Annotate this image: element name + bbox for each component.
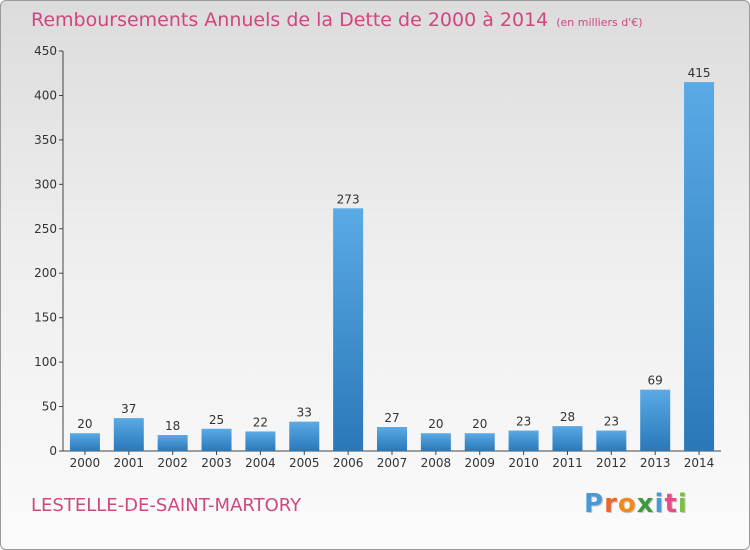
- bar-value-label: 415: [688, 66, 711, 80]
- x-tick-label: 2002: [157, 456, 188, 470]
- x-tick-label: 2008: [421, 456, 452, 470]
- x-tick-label: 2000: [70, 456, 101, 470]
- bar: [113, 418, 144, 451]
- bar: [377, 427, 407, 451]
- bar-value-label: 273: [337, 192, 360, 206]
- y-tick-label: 0: [49, 444, 57, 458]
- x-tick-label: 2001: [114, 456, 145, 470]
- logo-letter: o: [617, 489, 637, 519]
- bar-value-label: 23: [604, 415, 619, 429]
- bar-value-label: 33: [297, 406, 312, 420]
- title-unit: (en milliers d'€): [556, 16, 643, 29]
- bar: [684, 82, 715, 451]
- bar-value-label: 20: [77, 417, 92, 431]
- y-tick-label: 450: [34, 44, 57, 58]
- logo-letter: r: [604, 489, 618, 519]
- y-tick-label: 250: [34, 222, 57, 236]
- bar-value-label: 69: [648, 374, 663, 388]
- commune-name: LESTELLE-DE-SAINT-MARTORY: [31, 495, 302, 516]
- bar-value-label: 20: [428, 417, 443, 431]
- x-tick-label: 2012: [596, 456, 627, 470]
- bar: [508, 430, 539, 451]
- bar: [289, 421, 320, 451]
- y-tick-label: 100: [34, 355, 57, 369]
- x-tick-label: 2003: [201, 456, 232, 470]
- bar-value-label: 28: [560, 410, 575, 424]
- bar-value-label: 22: [253, 415, 268, 429]
- x-tick-label: 2014: [684, 456, 715, 470]
- logo-letter: i: [654, 489, 665, 519]
- y-tick-label: 400: [34, 88, 57, 102]
- x-tick-label: 2005: [289, 456, 320, 470]
- bar: [596, 430, 627, 451]
- proxiti-logo: Proxiti: [584, 489, 688, 519]
- chart-title: Remboursements Annuels de la Dette de 20…: [31, 9, 643, 31]
- bar: [245, 431, 276, 451]
- y-tick-label: 350: [34, 133, 57, 147]
- x-tick-label: 2004: [245, 456, 276, 470]
- bar: [464, 433, 495, 451]
- x-tick-label: 2010: [508, 456, 539, 470]
- x-tick-label: 2013: [640, 456, 671, 470]
- bar-value-label: 37: [121, 402, 136, 416]
- bar: [333, 208, 364, 451]
- title-text: Remboursements Annuels de la Dette de 20…: [31, 9, 549, 31]
- logo-letter: t: [664, 489, 678, 519]
- logo-letter: x: [636, 489, 655, 519]
- logo-letter: i: [677, 489, 688, 519]
- y-tick-label: 300: [34, 177, 57, 191]
- x-tick-label: 2009: [464, 456, 495, 470]
- bar-value-label: 20: [472, 417, 487, 431]
- bar: [640, 389, 671, 451]
- y-tick-label: 50: [42, 400, 57, 414]
- x-tick-label: 2006: [333, 456, 364, 470]
- bar: [69, 433, 100, 451]
- logo-letter: P: [584, 489, 605, 519]
- bar: [157, 435, 188, 451]
- bar: [552, 426, 583, 451]
- y-tick-label: 200: [34, 266, 57, 280]
- bar-value-label: 23: [516, 415, 531, 429]
- y-tick-label: 150: [34, 311, 57, 325]
- bar: [420, 433, 451, 451]
- x-tick-label: 2011: [552, 456, 583, 470]
- x-tick-label: 2007: [377, 456, 408, 470]
- bar-value-label: 27: [384, 411, 399, 425]
- bar-value-label: 25: [209, 413, 224, 427]
- bar: [201, 428, 232, 451]
- bar-value-label: 18: [165, 419, 180, 433]
